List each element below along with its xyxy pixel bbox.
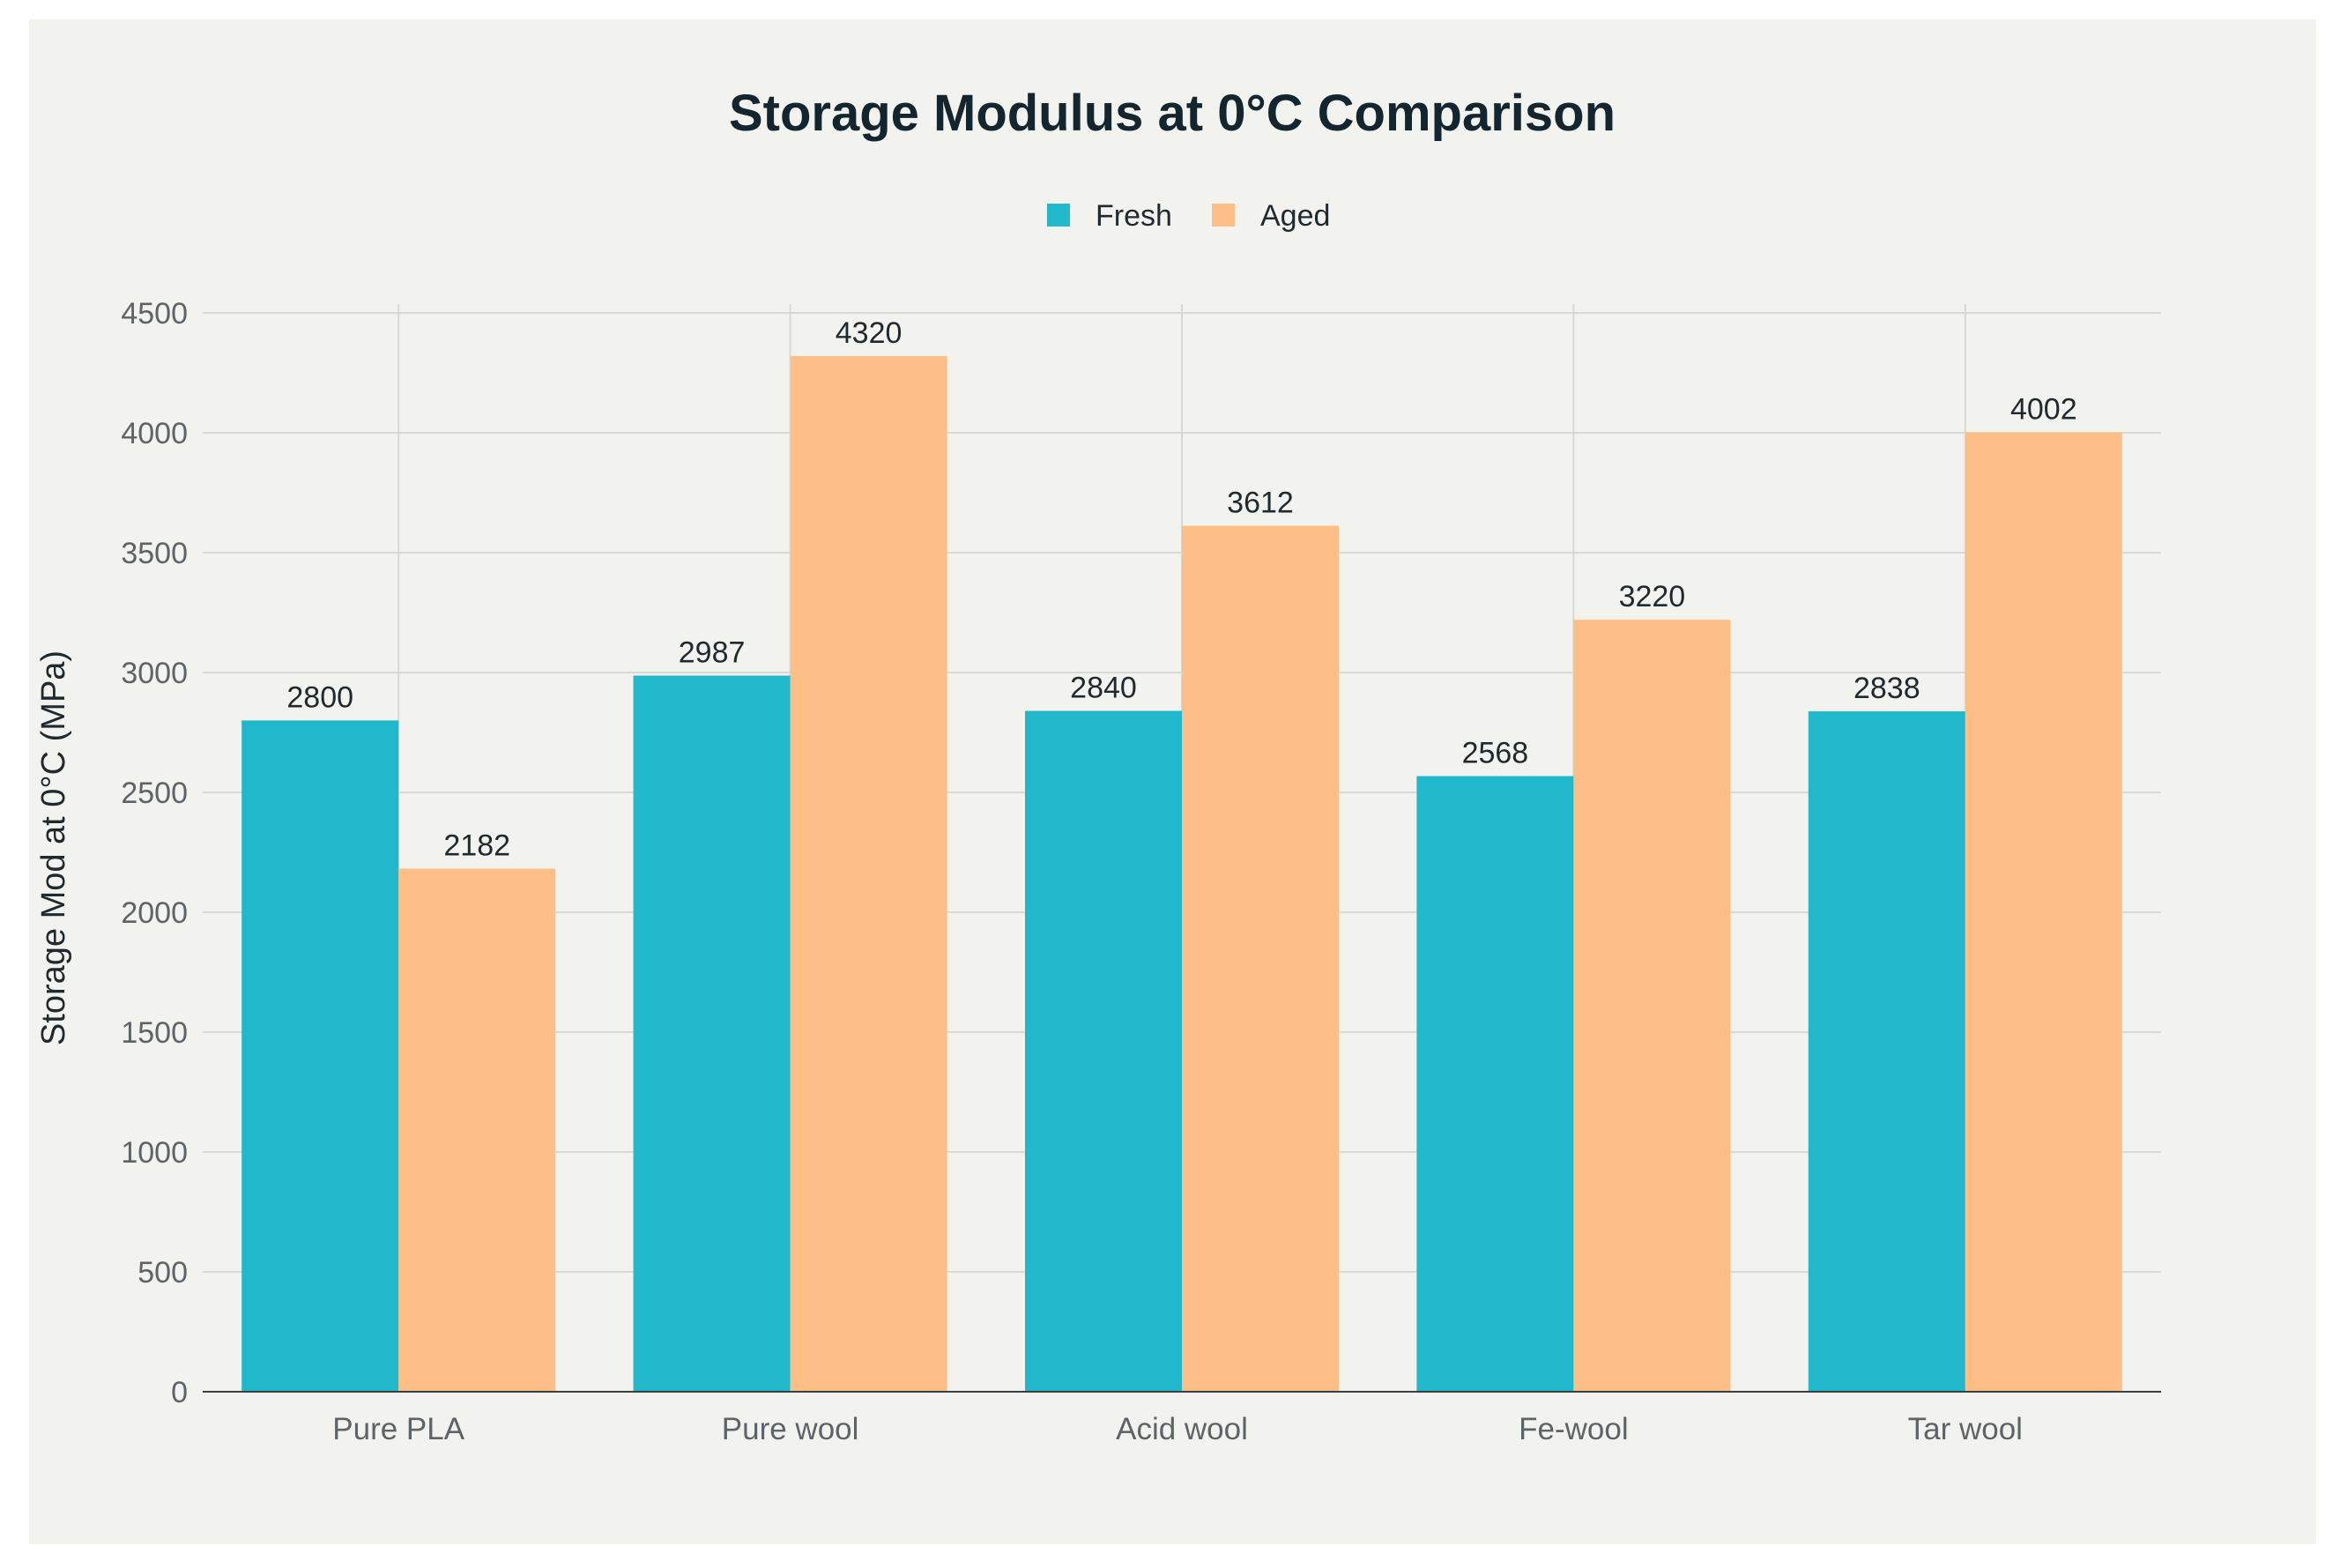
y-tick-label: 1500 <box>121 1016 188 1050</box>
y-tick-label: 3000 <box>121 657 188 690</box>
bar-fresh <box>1416 776 1574 1392</box>
data-label: 4320 <box>836 316 903 350</box>
x-axis-categories: Pure PLA Pure wool Acid wool Fe-wool Tar woo… <box>332 1412 2023 1446</box>
bar-fresh <box>1808 711 1965 1392</box>
data-label: 2987 <box>679 636 746 670</box>
y-tick-label: 3500 <box>121 537 188 570</box>
data-label: 2838 <box>1853 672 1920 705</box>
legend: Fresh Aged <box>1047 199 1330 233</box>
data-label: 3220 <box>1619 580 1686 613</box>
y-axis-label: Storage Mod at 0°C (MPa) <box>35 650 72 1045</box>
legend-swatch-aged <box>1212 204 1235 227</box>
y-tick-label: 1000 <box>121 1136 188 1170</box>
legend-swatch-fresh <box>1047 204 1070 227</box>
bar-aged <box>1573 620 1731 1392</box>
x-tick-label: Pure PLA <box>332 1412 464 1446</box>
y-tick-label: 2500 <box>121 777 188 810</box>
chart-title: Storage Modulus at 0°C Comparison <box>729 85 1616 142</box>
data-label: 2568 <box>1462 737 1529 770</box>
y-axis-ticks: 0 500 1000 1500 2000 2500 3000 3500 4000 4500 <box>121 297 188 1409</box>
bars <box>241 355 2122 1393</box>
y-tick-label: 500 <box>137 1256 188 1289</box>
x-tick-label: Acid wool <box>1116 1412 1248 1446</box>
bar-fresh <box>1025 710 1182 1392</box>
y-tick-label: 2000 <box>121 896 188 930</box>
y-tick-label: 0 <box>171 1376 188 1409</box>
data-label: 2182 <box>443 829 510 862</box>
legend-label-aged: Aged <box>1260 199 1330 233</box>
x-tick-label: Pure wool <box>722 1412 859 1446</box>
bar-fresh <box>241 720 399 1392</box>
data-label: 3612 <box>1227 487 1294 520</box>
y-tick-label: 4500 <box>121 297 188 331</box>
bar-aged <box>790 355 947 1393</box>
legend-label-fresh: Fresh <box>1096 199 1172 233</box>
data-labels: 2800 2182 2987 4320 2840 3612 2568 3220 2838 4002 <box>286 316 2076 863</box>
bar-fresh <box>633 675 791 1392</box>
data-label: 2840 <box>1070 672 1137 705</box>
bar-aged <box>1965 432 2122 1392</box>
x-tick-label: Fe-wool <box>1519 1412 1628 1446</box>
bar-aged <box>398 868 556 1392</box>
y-tick-label: 4000 <box>121 417 188 450</box>
data-label: 4002 <box>2010 392 2077 426</box>
x-tick-label: Tar wool <box>1908 1412 2023 1446</box>
data-label: 2800 <box>286 680 353 714</box>
bar-aged <box>1182 525 1339 1392</box>
